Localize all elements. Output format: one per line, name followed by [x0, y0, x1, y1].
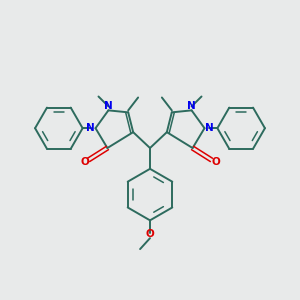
Text: O: O [211, 157, 220, 167]
Text: N: N [205, 123, 214, 133]
Text: N: N [104, 101, 113, 111]
Text: O: O [146, 229, 154, 239]
Text: N: N [86, 123, 95, 133]
Text: N: N [187, 101, 196, 111]
Text: O: O [80, 157, 89, 167]
